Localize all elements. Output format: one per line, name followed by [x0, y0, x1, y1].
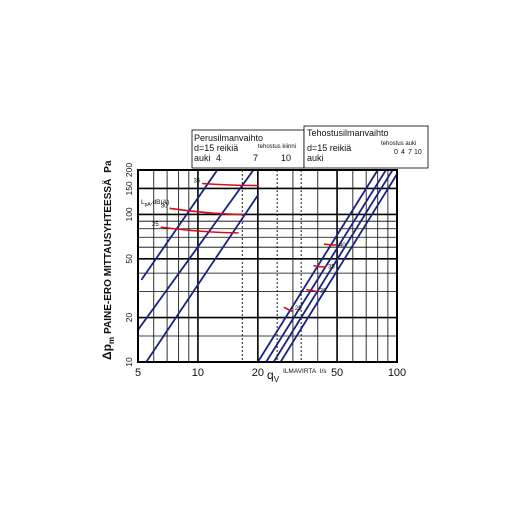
sound-curve-35	[313, 264, 327, 268]
flow-line-basic	[140, 170, 219, 281]
boost-box-title: Tehostusilmanvaihto	[307, 128, 389, 138]
basic-opening-4: 4	[216, 153, 221, 163]
basic-box-line2: d=15 reikiä	[194, 143, 238, 153]
y-axis-label: ΔpmPAINE-ERO MITTAUSYHTEESSÄPa	[100, 160, 116, 360]
noise-label: LpA,dB(A)	[141, 199, 169, 208]
x-axis-symbol: qV	[267, 368, 280, 384]
basic-opening-7: 7	[253, 153, 258, 163]
flow-line-basic	[138, 170, 255, 331]
boost-opening-7: 7	[408, 149, 412, 156]
sound-label-30: 30	[161, 203, 168, 209]
y-tick-label: 10	[124, 357, 134, 367]
flow-lines	[138, 170, 397, 362]
sound-curve-25	[160, 226, 239, 234]
flow-line-boost	[265, 170, 387, 362]
sound-label-30: 30	[320, 288, 327, 294]
sound-curve-30	[306, 288, 318, 293]
sound-curve-25	[283, 306, 294, 313]
sound-label-40: 40	[339, 243, 346, 249]
boost-opening-0: 0	[394, 149, 398, 156]
x-tick-label: 5	[135, 367, 141, 379]
y-tick-label: 50	[124, 254, 134, 264]
flow-line-boost	[279, 172, 397, 362]
boost-box-line2: d=15 reikiä	[307, 143, 351, 153]
basic-box-extra: tehostus kiinni	[258, 144, 296, 150]
x-tick-label: 20	[252, 367, 264, 379]
y-tick-label: 200	[124, 163, 134, 177]
sound-curve-35	[202, 182, 258, 187]
x-tick-label: 10	[192, 367, 204, 379]
boost-opening-10: 10	[414, 149, 422, 156]
sound-label-35: 35	[193, 179, 200, 185]
boost-box-extra: tehostus auki	[381, 141, 416, 147]
sound-curve-30	[169, 207, 244, 216]
y-tick-label: 100	[124, 207, 134, 221]
sound-curve-40	[323, 243, 338, 246]
basic-ventilation-box	[191, 129, 305, 169]
sound-level-labels: 35 30 25 25 30 35 40	[152, 179, 346, 313]
basic-box-line3: auki	[194, 153, 211, 163]
boost-opening-4: 4	[401, 149, 405, 156]
x-axis-unit: l/s	[320, 368, 327, 375]
grid	[137, 169, 398, 363]
y-tick-label: 150	[124, 181, 134, 195]
plot-frame	[137, 169, 398, 363]
flow-line-basic	[145, 194, 259, 362]
boost-ventilation-box	[303, 125, 429, 169]
basic-opening-10: 10	[281, 153, 291, 163]
basic-box-title: Perusilmanvaihto	[194, 133, 263, 143]
sound-label-35: 35	[328, 265, 335, 271]
sound-label-25: 25	[152, 222, 159, 228]
sound-label-25: 25	[295, 306, 302, 312]
sound-curves	[160, 182, 338, 313]
x-axis-label: ILMAVIRTA	[283, 368, 317, 375]
x-tick-label: 50	[331, 367, 343, 379]
x-tick-label: 100	[388, 367, 406, 379]
y-tick-label: 20	[124, 313, 134, 323]
flow-line-boost	[272, 170, 394, 362]
boost-box-line3: auki	[307, 153, 324, 163]
